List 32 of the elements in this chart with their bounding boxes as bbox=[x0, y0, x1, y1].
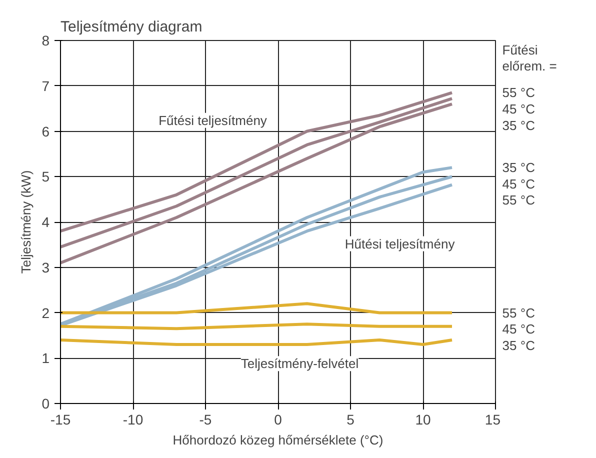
x-tick-label: -15 bbox=[50, 412, 71, 428]
y-tick-label: 7 bbox=[42, 78, 50, 94]
text: 55 °C bbox=[502, 85, 535, 100]
x-tick-label: -10 bbox=[122, 412, 144, 428]
text: 45 °C bbox=[502, 322, 535, 337]
text: 55 °C bbox=[502, 305, 535, 320]
annotation: Teljesítmény-felvétel bbox=[240, 356, 359, 372]
x-tick-label: 5 bbox=[346, 412, 355, 428]
x-tick-label: 15 bbox=[484, 412, 501, 428]
y-tick-label: 8 bbox=[42, 32, 50, 48]
y-tick-label: 0 bbox=[42, 396, 50, 412]
y-tick-label: 3 bbox=[42, 259, 50, 276]
chart-title: Teljesítmény diagram bbox=[60, 18, 202, 36]
y-tick-label: 5 bbox=[42, 168, 50, 185]
text: 45 °C bbox=[502, 176, 535, 192]
y-axis-title: Teljesítmény (kW) bbox=[18, 170, 34, 274]
legend-title: Fűtési előrem. = bbox=[502, 42, 557, 74]
x-tick-label: 10 bbox=[415, 412, 431, 428]
y-tick-label: 1 bbox=[42, 350, 50, 366]
text: 35 °C bbox=[502, 338, 535, 353]
y-tick-label: 2 bbox=[42, 304, 50, 321]
y-tick-label: 6 bbox=[42, 123, 50, 140]
x-axis-title: Hőhordozó közeg hőmérséklete (°C) bbox=[172, 432, 384, 448]
text: 35 °C bbox=[502, 118, 535, 133]
text: 35 °C bbox=[502, 160, 535, 176]
annotation: Hűtési teljesítmény bbox=[344, 236, 456, 252]
x-tick-label: -5 bbox=[199, 412, 212, 428]
x-tick-label: 0 bbox=[274, 412, 282, 428]
text: 45 °C bbox=[502, 102, 535, 117]
text: 55 °C bbox=[502, 192, 535, 208]
y-tick-label: 4 bbox=[42, 214, 50, 230]
annotation: Fűtési teljesítmény bbox=[158, 112, 268, 128]
